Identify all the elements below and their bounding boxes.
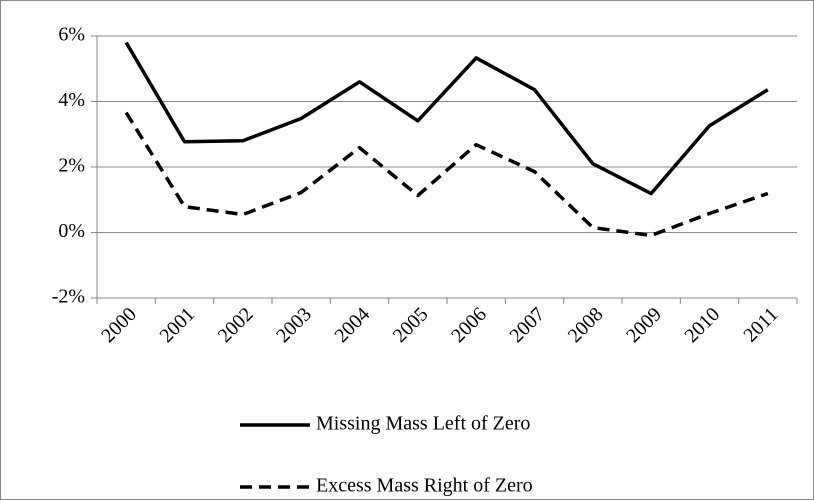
y-tick-label: 2% (58, 155, 85, 177)
legend-label: Missing Mass Left of Zero (316, 413, 530, 435)
y-tick-label: 4% (58, 89, 85, 111)
data-line (124, 41, 769, 196)
legend-label: Excess Mass Right of Zero (316, 475, 533, 497)
y-tick-label: 6% (58, 24, 85, 46)
y-tick-label: 0% (58, 220, 85, 242)
data-line (124, 111, 769, 238)
y-tick-label: -2% (52, 286, 85, 308)
